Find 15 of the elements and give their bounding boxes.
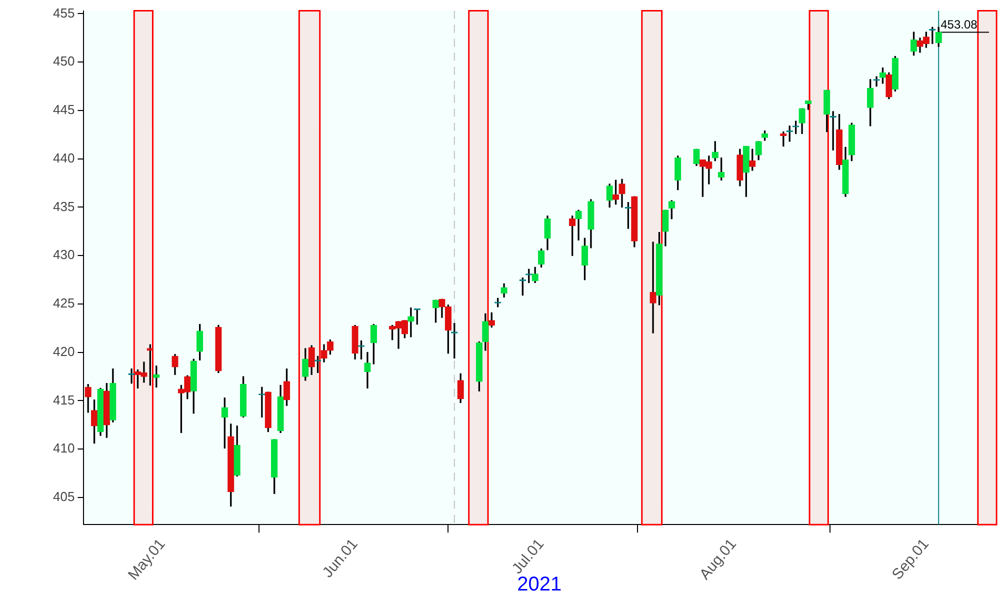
x-axis-title: 2021 — [517, 574, 562, 596]
y-tick-label: 410 — [52, 440, 75, 456]
y-tick-label: 405 — [52, 489, 75, 504]
y-tick-label: 440 — [52, 150, 75, 166]
ref-line-label: 453.08 — [940, 18, 978, 32]
y-tick-label: 450 — [52, 54, 75, 69]
candlestick — [873, 76, 880, 87]
y-tick-label: 425 — [52, 296, 75, 311]
candlestick — [650, 242, 656, 334]
y-tick-label: 415 — [52, 392, 75, 408]
y-tick-label: 430 — [52, 247, 75, 262]
y-tick-label: 455 — [52, 5, 75, 20]
y-tick-label: 445 — [52, 102, 75, 118]
y-tick-label: 435 — [52, 198, 75, 214]
y-tick-label: 420 — [52, 344, 75, 359]
